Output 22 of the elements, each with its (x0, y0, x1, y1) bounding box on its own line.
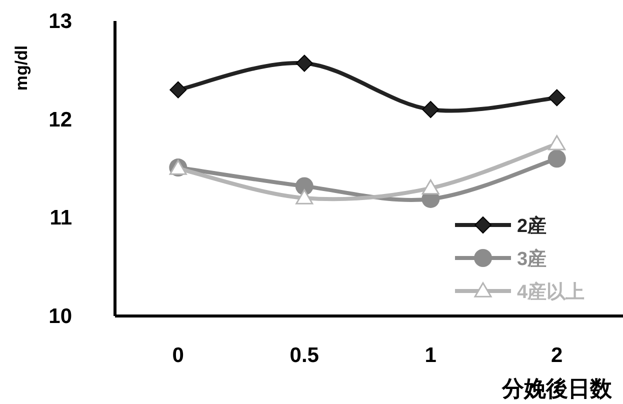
x-tick-label: 0 (172, 344, 184, 367)
y-tick-label: 12 (48, 108, 72, 132)
point (295, 177, 314, 196)
y-tick-label: 11 (50, 206, 72, 230)
y-axis-title: mg/dl (12, 45, 31, 91)
point (422, 179, 440, 195)
x-axis-title: 分娩後日数 (501, 376, 613, 401)
point (170, 81, 187, 98)
legend-label: 3産 (517, 248, 547, 270)
point (548, 89, 566, 106)
point (296, 54, 313, 72)
point (548, 135, 566, 150)
point (548, 150, 566, 168)
y-tick-label: 13 (48, 10, 72, 33)
x-tick-label: 2 (551, 344, 563, 367)
point (422, 101, 440, 118)
y-tick-label: 10 (48, 305, 72, 328)
legend-label: 4産以上 (517, 281, 585, 303)
x-tick-label: 1 (424, 344, 437, 367)
point (296, 189, 314, 204)
legend-label: 2産 (517, 215, 547, 237)
x-tick-label: 0.5 (290, 344, 320, 367)
